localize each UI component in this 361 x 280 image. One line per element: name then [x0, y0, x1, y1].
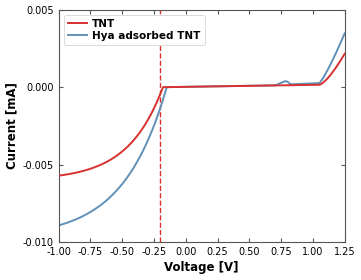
TNT	[188, 85, 192, 88]
Legend: TNT, Hya adsorbed TNT: TNT, Hya adsorbed TNT	[64, 15, 205, 45]
Hya adsorbed TNT	[334, 51, 339, 54]
TNT	[334, 65, 339, 69]
Hya adsorbed TNT	[71, 219, 75, 222]
Hya adsorbed TNT	[196, 85, 200, 88]
Hya adsorbed TNT	[334, 51, 338, 54]
Hya adsorbed TNT	[188, 85, 192, 88]
TNT	[57, 174, 61, 177]
TNT	[343, 52, 347, 55]
TNT	[334, 66, 338, 69]
Hya adsorbed TNT	[57, 224, 61, 227]
TNT	[282, 84, 286, 87]
Line: Hya adsorbed TNT: Hya adsorbed TNT	[59, 34, 345, 225]
Hya adsorbed TNT	[343, 32, 347, 35]
Y-axis label: Current [mA]: Current [mA]	[5, 83, 18, 169]
TNT	[196, 85, 200, 88]
Line: TNT: TNT	[59, 54, 345, 176]
TNT	[71, 172, 75, 175]
X-axis label: Voltage [V]: Voltage [V]	[164, 262, 239, 274]
Hya adsorbed TNT	[282, 80, 286, 83]
